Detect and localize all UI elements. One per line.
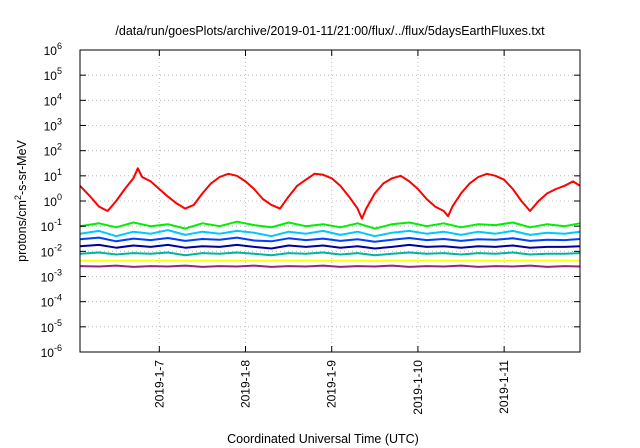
y-tick-label-base: 10 bbox=[44, 69, 58, 83]
y-tick-label-base: 10 bbox=[44, 94, 58, 108]
y-tick-label: 10-5 bbox=[41, 318, 62, 335]
y-tick-label-exp: 6 bbox=[57, 41, 62, 51]
y-tick-label: 10-6 bbox=[41, 343, 62, 360]
y-tick-label-base: 10 bbox=[41, 245, 55, 259]
y-tick-label: 10-1 bbox=[41, 217, 62, 234]
grid bbox=[80, 50, 580, 352]
y-tick-label-exp: -1 bbox=[54, 217, 62, 227]
y-tick-label: 101 bbox=[44, 167, 62, 184]
series-line-3 bbox=[79, 229, 581, 238]
y-tick-label-base: 10 bbox=[44, 44, 58, 58]
x-tick-label: 2019-1-8 bbox=[239, 360, 253, 408]
y-tick-label-base: 10 bbox=[41, 321, 55, 335]
y-tick-label: 10-3 bbox=[41, 268, 62, 285]
series-line-6 bbox=[79, 251, 581, 257]
y-tick-label-base: 10 bbox=[44, 120, 58, 134]
y-tick-label: 103 bbox=[44, 117, 62, 134]
y-tick-label: 10-2 bbox=[41, 242, 62, 259]
y-tick-label-exp: 5 bbox=[57, 66, 62, 76]
y-tick-label: 106 bbox=[44, 41, 62, 58]
y-tick-label-exp: 3 bbox=[57, 117, 62, 127]
y-tick-label-base: 10 bbox=[41, 296, 55, 310]
y-tick-label-exp: -4 bbox=[54, 293, 62, 303]
y-tick-label-exp: -6 bbox=[54, 343, 62, 353]
series-line-5 bbox=[79, 243, 581, 250]
series-line-2 bbox=[79, 220, 581, 230]
y-axis-label-exp: 2 bbox=[13, 195, 23, 200]
x-tick-label: 2019-1-10 bbox=[411, 360, 425, 415]
x-tick-labels: 2019-1-7 2019-1-8 2019-1-9 2019-1-10 2019-1-… bbox=[152, 360, 511, 415]
y-tick-label-base: 10 bbox=[41, 220, 55, 234]
series-group bbox=[79, 167, 581, 268]
y-tick-label: 100 bbox=[44, 192, 62, 209]
series-line-1 bbox=[79, 167, 581, 220]
y-tick-label-exp: -2 bbox=[54, 242, 62, 252]
y-tick-label-exp: -3 bbox=[54, 268, 62, 278]
y-tick-label: 104 bbox=[44, 91, 62, 108]
chart-title: /data/run/goesPlots/archive/2019-01-11/2… bbox=[115, 24, 545, 38]
ticks bbox=[80, 49, 580, 353]
y-tick-label-exp: 0 bbox=[57, 192, 62, 202]
x-tick-label: 2019-1-11 bbox=[497, 360, 511, 414]
x-axis-label: Coordinated Universal Time (UTC) bbox=[227, 432, 419, 446]
y-tick-label-base: 10 bbox=[44, 195, 58, 209]
y-tick-label-base: 10 bbox=[41, 271, 55, 285]
y-tick-label: 10-4 bbox=[41, 293, 62, 310]
y-tick-label-exp: 2 bbox=[57, 142, 62, 152]
y-axis-label-rest: -s-sr-MeV bbox=[15, 139, 29, 195]
x-tick-label: 2019-1-9 bbox=[325, 360, 339, 408]
y-tick-label-exp: 4 bbox=[57, 91, 62, 101]
y-axis-label: protons/cm2-s-sr-MeV bbox=[13, 139, 29, 261]
y-tick-label-exp: -5 bbox=[54, 318, 62, 328]
y-tick-label: 102 bbox=[44, 142, 62, 159]
y-tick-label-base: 10 bbox=[44, 170, 58, 184]
y-axis-label-base: protons/cm bbox=[15, 200, 29, 262]
y-tick-label: 105 bbox=[44, 66, 62, 83]
series-line-4 bbox=[79, 236, 581, 243]
x-tick-label: 2019-1-7 bbox=[152, 360, 166, 408]
y-tick-label-base: 10 bbox=[44, 145, 58, 159]
y-tick-label-base: 10 bbox=[41, 346, 55, 360]
y-tick-label-exp: 1 bbox=[57, 167, 62, 177]
series-line-8 bbox=[79, 264, 581, 268]
y-tick-labels: 10610510410310210110010-110-210-310-410-… bbox=[41, 41, 62, 360]
